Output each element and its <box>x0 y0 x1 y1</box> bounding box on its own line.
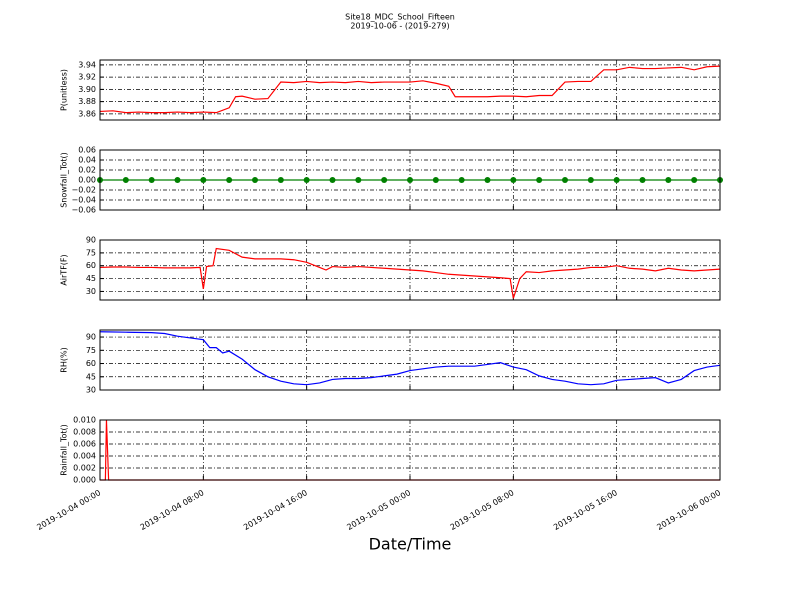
y-tick-label: 75 <box>86 248 96 257</box>
y-tick-label: 3.92 <box>78 73 96 82</box>
plot-frame <box>99 419 721 481</box>
plot-frame <box>99 59 721 121</box>
data-point <box>536 177 543 183</box>
y-axis-label: RH(%) <box>60 347 69 372</box>
y-axis-label: P(unitless) <box>60 69 69 111</box>
y-tick-label: 3.86 <box>78 109 96 118</box>
data-point <box>303 177 310 183</box>
data-point <box>484 177 491 183</box>
y-tick-label: 3.94 <box>78 60 96 69</box>
y-tick-label: −0.04 <box>71 196 96 205</box>
y-tick-label: 0.004 <box>73 452 96 461</box>
y-tick-label: −0.06 <box>71 206 96 215</box>
y-axis-label: Snowfall_Tot() <box>60 152 69 208</box>
plot-frame <box>99 329 721 391</box>
data-point <box>510 177 517 183</box>
y-tick-label: 60 <box>86 359 96 368</box>
data-point <box>277 177 284 183</box>
y-tick-label: 75 <box>86 346 96 355</box>
data-point <box>432 177 439 183</box>
y-tick-label: 0.008 <box>73 428 96 437</box>
data-line <box>99 247 721 299</box>
y-tick-label: 0.06 <box>78 146 96 155</box>
y-tick-label: 0.010 <box>73 416 96 425</box>
data-point <box>587 177 594 183</box>
data-point <box>458 177 465 183</box>
data-point <box>329 177 336 183</box>
y-tick-label: 30 <box>86 386 96 395</box>
data-line <box>99 331 721 386</box>
data-point <box>122 177 129 183</box>
data-line <box>99 65 721 114</box>
y-tick-label: 45 <box>86 274 96 283</box>
data-point <box>691 177 698 183</box>
y-tick-label: 0.006 <box>73 440 96 449</box>
data-point <box>613 177 620 183</box>
y-tick-label: 0.000 <box>73 476 96 485</box>
y-tick-label: 3.90 <box>78 85 96 94</box>
data-point <box>407 177 413 183</box>
y-tick-label: 0.04 <box>78 156 96 165</box>
data-point <box>226 177 233 183</box>
y-tick-label: 30 <box>86 287 96 296</box>
y-tick-label: 45 <box>86 372 96 381</box>
chart-title: Site18_MDC_School_Fifteen <box>345 13 455 22</box>
data-point <box>562 177 568 183</box>
data-point <box>252 177 258 183</box>
data-point <box>665 177 672 183</box>
y-tick-label: −0.02 <box>71 186 96 195</box>
y-tick-label: 90 <box>86 236 96 245</box>
y-axis-label: Rainfall_Tot() <box>60 424 69 476</box>
y-tick-label: 0.002 <box>73 464 96 473</box>
plot-frame <box>99 239 721 301</box>
y-tick-label: 0.02 <box>78 166 96 175</box>
plot-frame <box>99 149 721 211</box>
x-axis-label: Date/Time <box>369 535 452 554</box>
data-point <box>174 177 181 183</box>
chart-subtitle: 2019-10-06 - (2019-279) <box>350 22 449 31</box>
data-point <box>200 177 207 183</box>
y-tick-label: 3.88 <box>78 97 96 106</box>
y-tick-label: 90 <box>86 333 96 342</box>
data-point <box>148 177 155 183</box>
y-tick-label: 60 <box>86 261 96 270</box>
y-axis-label: AirTF(F) <box>60 254 69 285</box>
data-point <box>381 177 388 183</box>
data-point <box>639 177 646 183</box>
data-point <box>355 177 362 183</box>
y-tick-label: 0.00 <box>78 176 96 185</box>
